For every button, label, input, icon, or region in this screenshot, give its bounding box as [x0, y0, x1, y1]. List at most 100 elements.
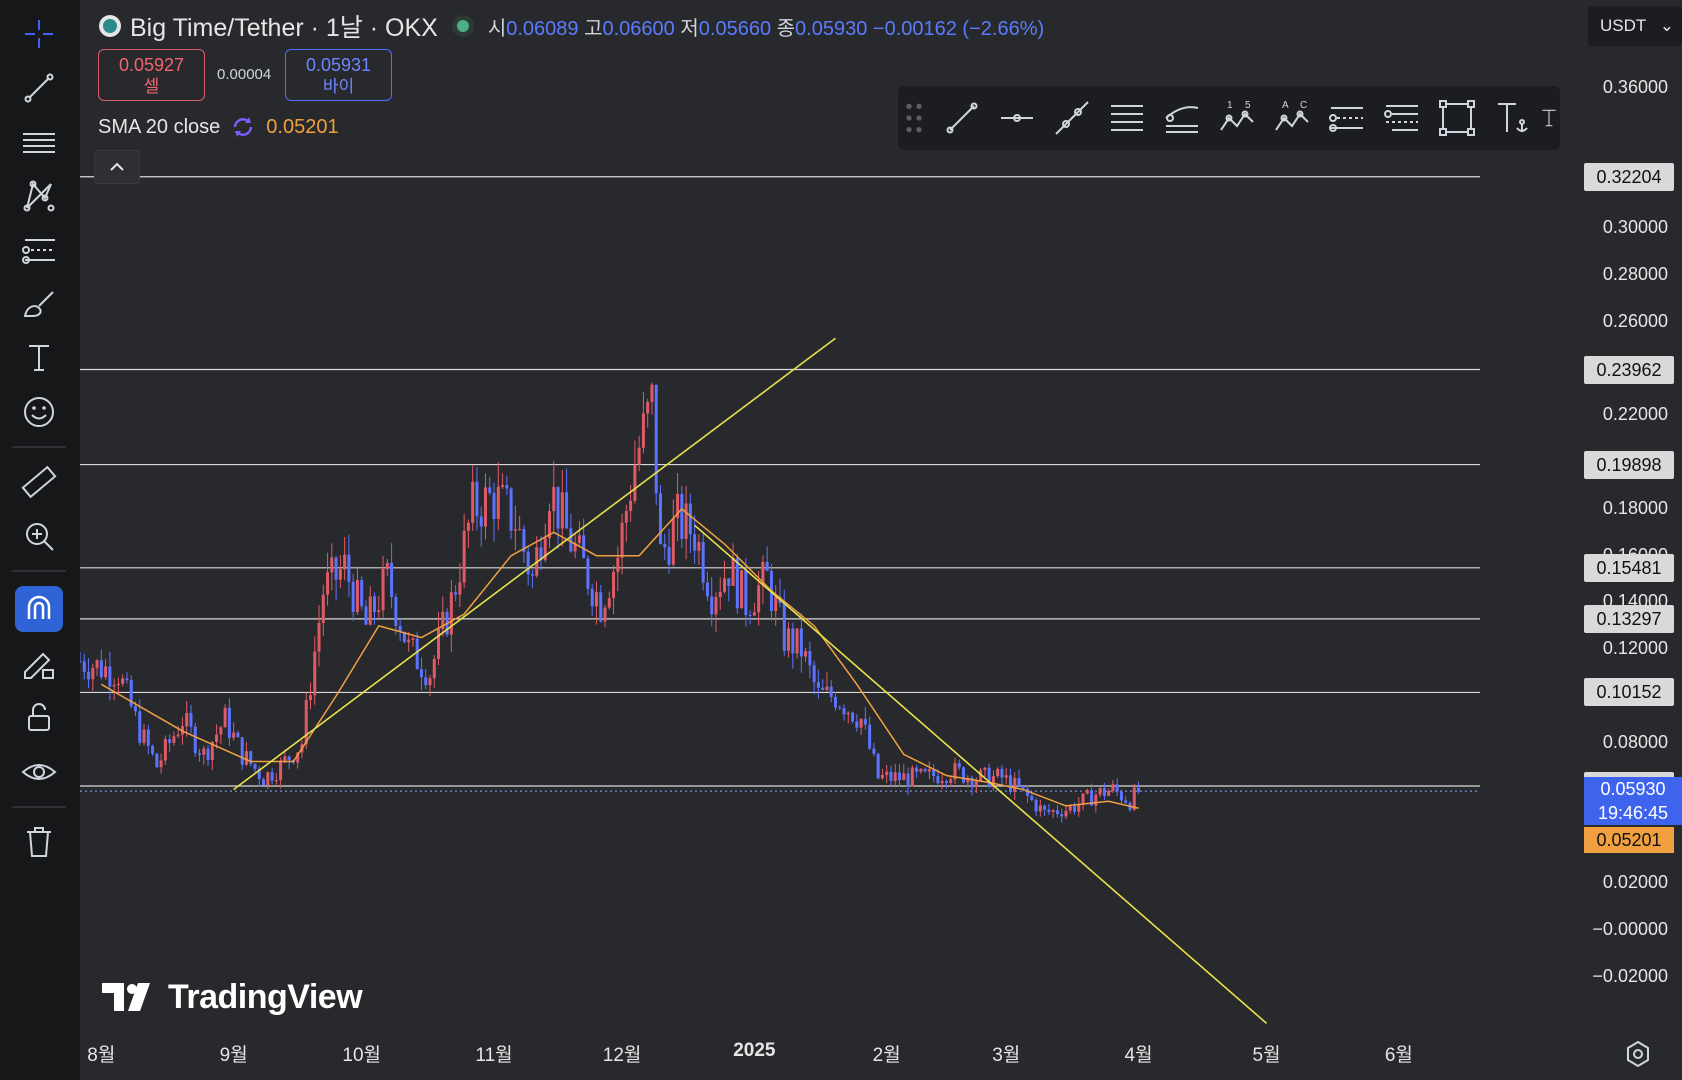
candle-body [1077, 804, 1081, 812]
extended-line-icon[interactable] [1050, 96, 1094, 140]
candle-body [641, 413, 645, 448]
candle-body [270, 772, 274, 781]
fib-icon[interactable] [12, 226, 66, 274]
candle-body [526, 551, 530, 575]
candle-body [151, 746, 155, 754]
candle-body [1115, 784, 1119, 792]
trash-icon[interactable] [12, 818, 66, 866]
candle-body [1000, 768, 1004, 778]
market-status-icon[interactable] [446, 14, 480, 38]
candle-body [437, 629, 441, 659]
lock-icon[interactable] [12, 694, 66, 742]
candle-body [970, 777, 974, 788]
candle-body [257, 768, 261, 780]
magnet-icon[interactable] [15, 586, 63, 632]
collapse-legend-button[interactable] [94, 150, 140, 184]
anchored-text-icon[interactable] [1490, 96, 1534, 140]
candle-body [816, 682, 820, 688]
candle-body [684, 503, 688, 539]
buy-button[interactable]: 0.05931 바이 [285, 49, 392, 101]
sma-legend[interactable]: SMA 20 close 0.05201 [98, 114, 339, 140]
candle-body [373, 596, 377, 613]
brush-icon[interactable] [12, 280, 66, 328]
candle-body [863, 719, 867, 725]
emoji-icon[interactable] [12, 388, 66, 436]
candle-body [748, 614, 752, 616]
horizontal-ray-icon[interactable] [995, 96, 1039, 140]
candle-body [821, 687, 825, 690]
level-label: 0.10152 [1584, 678, 1674, 707]
candle-body [731, 557, 735, 586]
candle-body [1051, 810, 1055, 813]
tradingview-logo[interactable]: TradingView [102, 978, 363, 1017]
candle-body [962, 767, 966, 783]
x-tick-label: 2월 [872, 1045, 901, 1066]
regression-icon[interactable] [1160, 96, 1204, 140]
candle-body [1060, 814, 1064, 817]
pattern-icon[interactable] [12, 172, 66, 220]
candle-body [688, 503, 692, 535]
candle-body [1034, 799, 1038, 812]
candle-body [116, 683, 120, 686]
fib-extension-icon[interactable] [1380, 96, 1424, 140]
candle-body [232, 732, 236, 738]
y-tick-label: 0.28000 [1602, 264, 1668, 285]
candle-body [880, 774, 884, 779]
candle-body [646, 401, 650, 414]
price-chart[interactable] [80, 0, 1682, 1080]
candle-body [650, 384, 654, 402]
x-tick-label: 9월 [219, 1045, 248, 1066]
crosshair-icon[interactable] [12, 10, 66, 58]
candle-body [586, 558, 590, 589]
candle-body [577, 535, 581, 543]
symbol-name: Big Time/Tether · 1날 · OKX [130, 14, 438, 42]
eye-icon[interactable] [12, 748, 66, 796]
lock-pencil-icon[interactable] [12, 640, 66, 688]
candle-body [202, 748, 206, 755]
y-tick-label: 0.18000 [1602, 497, 1668, 518]
candle-body [326, 572, 330, 595]
candle-body [138, 711, 142, 743]
settings-icon[interactable] [1624, 1040, 1652, 1068]
candle-body [919, 768, 923, 772]
candle-body [381, 568, 385, 611]
sell-button[interactable]: 0.05927 셀 [98, 49, 205, 101]
drag-handle-icon[interactable] [904, 96, 924, 140]
candle-body [168, 739, 172, 743]
zoom-in-icon[interactable] [12, 512, 66, 560]
candle-body [949, 779, 953, 783]
horizontal-lines-icon[interactable] [12, 118, 66, 166]
chart-area[interactable]: Big Time/Tether · 1날 · OKX 시0.06089 고0.0… [80, 0, 1682, 1080]
currency-selector[interactable]: USDT ⌄ [1588, 6, 1682, 46]
x-tick-label: 5월 [1252, 1045, 1281, 1066]
parallel-channel-icon[interactable] [1105, 96, 1149, 140]
candle-body [804, 651, 808, 657]
candle-body [637, 447, 641, 465]
text-icon[interactable] [12, 334, 66, 382]
candle-body [629, 500, 633, 511]
candle-body [714, 597, 718, 615]
candle-body [974, 780, 978, 788]
text-icon[interactable] [1538, 96, 1560, 140]
candle-body [112, 685, 116, 687]
trendline-icon[interactable] [12, 64, 66, 112]
candle-body [530, 574, 534, 576]
candle-body [496, 486, 500, 519]
trendline-icon[interactable] [940, 96, 984, 140]
candle-body [599, 592, 603, 622]
candle-body [1090, 790, 1094, 806]
ruler-icon[interactable] [12, 458, 66, 506]
candle-body [723, 578, 727, 592]
candle-body [274, 780, 278, 782]
y-tick-label: 0.02000 [1602, 872, 1668, 893]
candle-body [838, 707, 842, 709]
fib-retracement-icon[interactable] [1325, 96, 1369, 140]
rectangle-icon[interactable] [1435, 96, 1479, 140]
candle-body [885, 771, 889, 775]
candle-body [283, 756, 287, 761]
candle-body [812, 665, 816, 683]
candle-body [142, 729, 146, 743]
candle-body [321, 594, 325, 623]
